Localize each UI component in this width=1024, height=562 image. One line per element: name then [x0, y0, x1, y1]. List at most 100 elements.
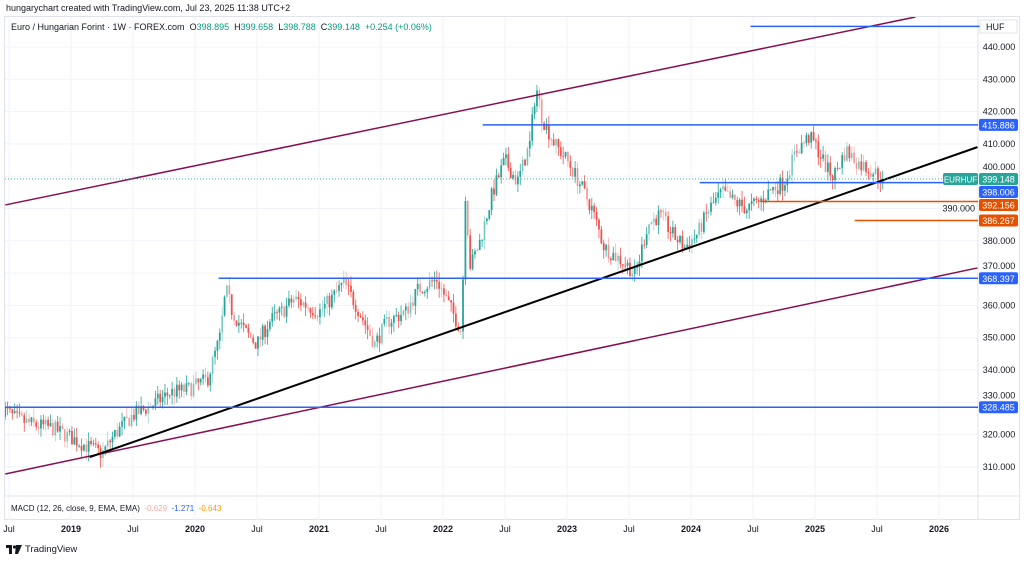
candle-body — [609, 258, 612, 261]
candle-body — [388, 317, 391, 327]
candle-body — [447, 296, 450, 301]
candle-body — [71, 430, 73, 445]
open-value: 398.895 — [196, 22, 230, 32]
candle-body — [352, 291, 355, 306]
candle-body — [307, 307, 309, 309]
candle-body — [59, 425, 61, 432]
candle-body — [528, 140, 531, 149]
level-price-tag: 392.156 — [982, 200, 1015, 210]
candle-body — [614, 252, 617, 261]
candle-body — [519, 170, 522, 177]
candle-body — [297, 296, 300, 300]
candle-body — [204, 374, 207, 378]
candle-body — [700, 222, 703, 232]
candle-body — [419, 283, 422, 292]
candle-body — [853, 152, 856, 163]
candle-body — [30, 417, 33, 423]
candle-body — [631, 274, 634, 277]
candle-body — [846, 146, 848, 161]
open-label: O — [189, 22, 197, 32]
candle-body — [717, 192, 720, 198]
candle-body — [633, 268, 636, 275]
candle-body — [278, 307, 281, 313]
price-axis-label: 320.000 — [983, 430, 1016, 440]
candle-body — [249, 332, 252, 338]
candle-body — [130, 415, 133, 426]
candle-body — [669, 231, 672, 234]
candle-body — [767, 189, 770, 201]
candle-body — [807, 135, 810, 143]
candle-body — [695, 234, 698, 239]
candle-body — [328, 295, 331, 308]
level-price-tag-bg — [979, 118, 1018, 131]
candle-body — [681, 236, 684, 249]
high-value: 399.658 — [240, 22, 274, 32]
candle-body — [183, 384, 185, 392]
candle-body — [564, 152, 567, 157]
level-price-tag: 386.267 — [982, 216, 1015, 226]
candle-body — [23, 415, 26, 423]
candle-body — [588, 199, 591, 211]
candle-body — [156, 393, 159, 399]
candle-body — [605, 244, 608, 251]
candle-body — [748, 203, 751, 211]
level-price-tag-bg — [979, 185, 1018, 198]
candle-body — [104, 446, 107, 451]
candle-body — [376, 335, 379, 342]
candle-body — [106, 440, 109, 447]
candle-body — [140, 406, 143, 414]
candle-body — [552, 139, 555, 146]
last-price-tag-bg — [979, 172, 1018, 185]
candle-body — [180, 384, 183, 391]
time-axis-label: Jul — [251, 524, 263, 534]
candle-body — [719, 189, 722, 193]
level-price-tag: 398.006 — [982, 187, 1015, 197]
candle-body — [481, 240, 484, 241]
candle-body — [121, 421, 123, 427]
macd-legend[interactable]: MACD (12, 26, close, 9, EMA, EMA) -0.629… — [11, 504, 221, 513]
candle-body — [230, 294, 233, 315]
candle-body — [178, 384, 181, 391]
candle-body — [371, 335, 374, 347]
low-label: L — [278, 22, 284, 32]
candle-body — [497, 175, 500, 178]
candle-body — [593, 205, 596, 213]
candle-body — [664, 212, 667, 217]
candle-body — [440, 288, 443, 290]
candle-body — [724, 186, 727, 191]
time-axis-label: 2019 — [61, 524, 81, 534]
candle-body — [645, 234, 648, 246]
price-axis-label: 350.000 — [983, 333, 1016, 343]
candles — [5, 84, 884, 468]
support-trendline-line — [89, 146, 978, 459]
candle-body — [345, 277, 348, 286]
candle-body — [326, 295, 329, 304]
tradingview-logo[interactable]: TradingView — [6, 544, 77, 555]
candle-body — [803, 142, 805, 144]
time-axis-label: 2025 — [805, 524, 825, 534]
candle-body — [185, 383, 188, 392]
candle-body — [173, 388, 176, 397]
last-price-tag: 399.148 — [982, 174, 1015, 184]
candle-body — [218, 332, 221, 341]
candle-body — [342, 277, 345, 283]
candle-body — [772, 186, 774, 191]
candle-body — [617, 255, 619, 261]
candle-body — [416, 283, 419, 290]
candle-body — [805, 135, 808, 144]
candle-body — [602, 243, 605, 251]
candle-body — [562, 155, 565, 157]
candle-body — [16, 411, 19, 413]
lower-channel-line — [5, 267, 978, 475]
candle-body — [428, 280, 431, 289]
candle-body — [75, 437, 78, 446]
candle-body — [750, 201, 753, 204]
candle-body — [47, 419, 50, 426]
symbol-name[interactable]: Euro / Hungarian Forint · 1W · FOREX.com — [11, 22, 185, 32]
candle-body — [49, 423, 52, 426]
candle-body — [438, 281, 441, 289]
price-axis-label: 360.000 — [983, 300, 1016, 310]
candle-body — [726, 190, 729, 192]
candle-body — [164, 392, 166, 397]
